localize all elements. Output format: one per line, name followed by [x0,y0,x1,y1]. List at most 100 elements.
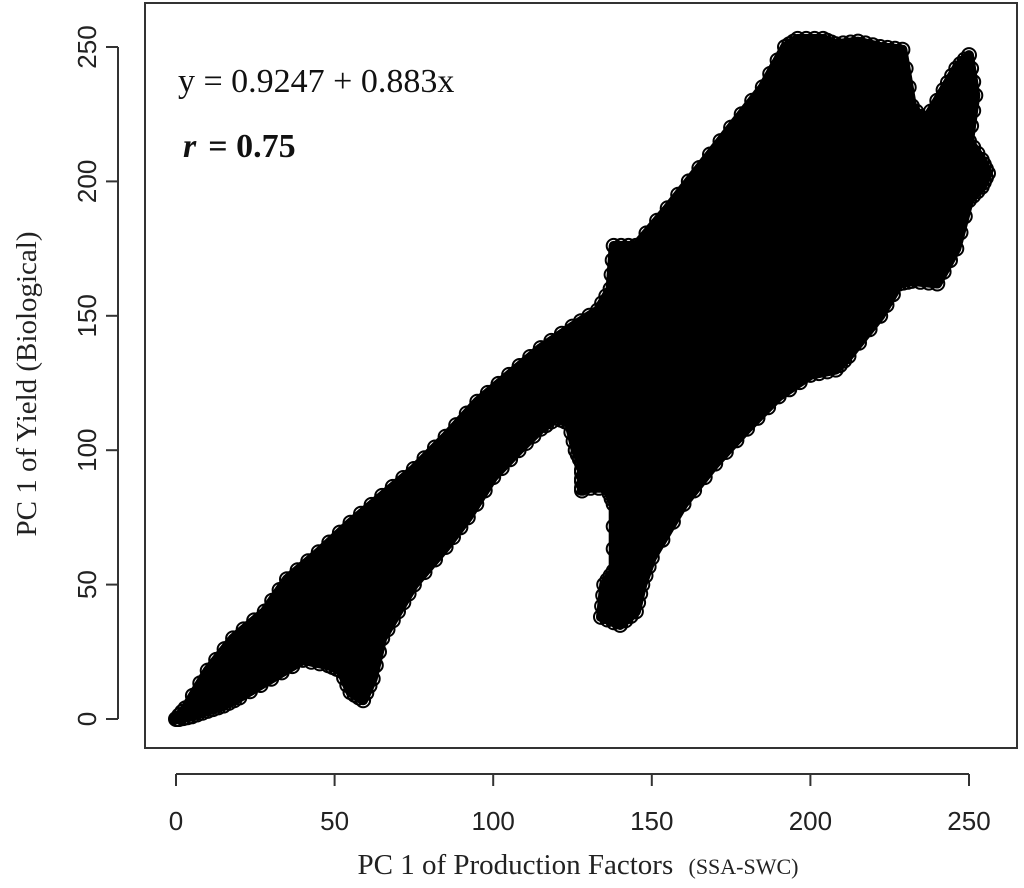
data-point [791,374,808,391]
data-point [581,307,598,324]
data-point [485,469,502,486]
data-point [469,393,486,410]
data-point [574,461,590,478]
data-point [702,146,718,163]
data-point [437,428,454,445]
data-point [827,36,844,53]
data-point [897,60,914,77]
data-point [827,361,844,378]
data-point [279,571,295,588]
data-point [769,52,786,69]
data-point [468,496,485,512]
y-tick-label: 250 [72,25,102,68]
axes-layer: 0 50 100 150 200 250 0 50 100 150 200 250 [72,25,991,836]
data-point [427,551,443,568]
data-point [374,487,391,504]
r-value: = 0.75 [208,128,295,165]
data-point [574,470,590,487]
data-point [379,621,396,638]
data-point [264,592,281,609]
data-point [320,657,337,674]
data-point [574,479,590,496]
x-tick-label: 200 [789,806,832,836]
data-point [361,677,378,694]
data-point [339,677,356,693]
x-axis-label-main: PC 1 of Production Factors [357,849,673,881]
data-point [532,340,549,357]
data-point [522,349,539,365]
data-point [835,35,852,52]
data-point [680,173,697,190]
data-point [929,275,946,292]
data-point [384,478,401,495]
data-point [973,178,990,195]
data-point [490,375,507,392]
r-symbol: r [183,128,197,165]
data-point [574,453,590,469]
data-point [638,225,655,242]
data-point [806,30,823,47]
data-point [595,587,612,604]
data-point [602,567,619,584]
data-point [216,641,233,658]
data-point [696,469,713,486]
data-point [573,313,589,330]
data-point [416,450,433,467]
data-point [405,576,422,593]
data-point [728,432,745,449]
data-point [605,540,622,557]
data-point [900,79,917,96]
data-point [965,102,982,119]
data-point [627,237,644,254]
data-point [749,409,766,426]
data-point [601,470,618,487]
data-point [857,35,874,52]
data-point [760,399,777,416]
data-point [390,603,406,620]
data-point [632,585,649,602]
data-point [246,612,263,629]
data-point [887,40,903,57]
y-tick-label: 0 [72,712,102,726]
data-point [851,334,867,351]
y-tick-label: 100 [72,429,102,472]
data-point [864,37,881,54]
data-point [405,461,422,477]
data-point [342,684,359,701]
point-cloud-main-band [171,33,993,724]
data-point [744,92,761,109]
data-point [448,417,465,434]
data-point [310,544,327,561]
data-point [169,711,186,727]
data-point [458,405,475,422]
data-point [649,212,666,229]
data-point [712,133,729,150]
data-point [510,442,527,459]
data-point [582,479,599,496]
data-point [770,388,787,405]
data-point [754,79,771,96]
data-point [762,65,779,82]
x-tick-label: 0 [169,806,183,836]
data-point [894,41,911,58]
data-point [511,358,528,374]
data-point [427,439,443,456]
data-point [810,365,827,382]
data-point [271,582,288,598]
data-point [912,273,929,290]
data-point [659,200,676,217]
data-point [717,444,734,460]
data-point [199,662,216,679]
data-point [861,321,878,338]
data-point [476,482,493,499]
data-point [819,363,836,380]
data-point [353,505,369,522]
data-point [590,479,607,496]
plot-frame [144,2,1018,749]
data-point [543,332,560,349]
data-point [605,563,622,580]
data-point [675,496,692,512]
data-point [739,420,755,437]
data-point [289,562,306,579]
data-point [300,553,317,570]
